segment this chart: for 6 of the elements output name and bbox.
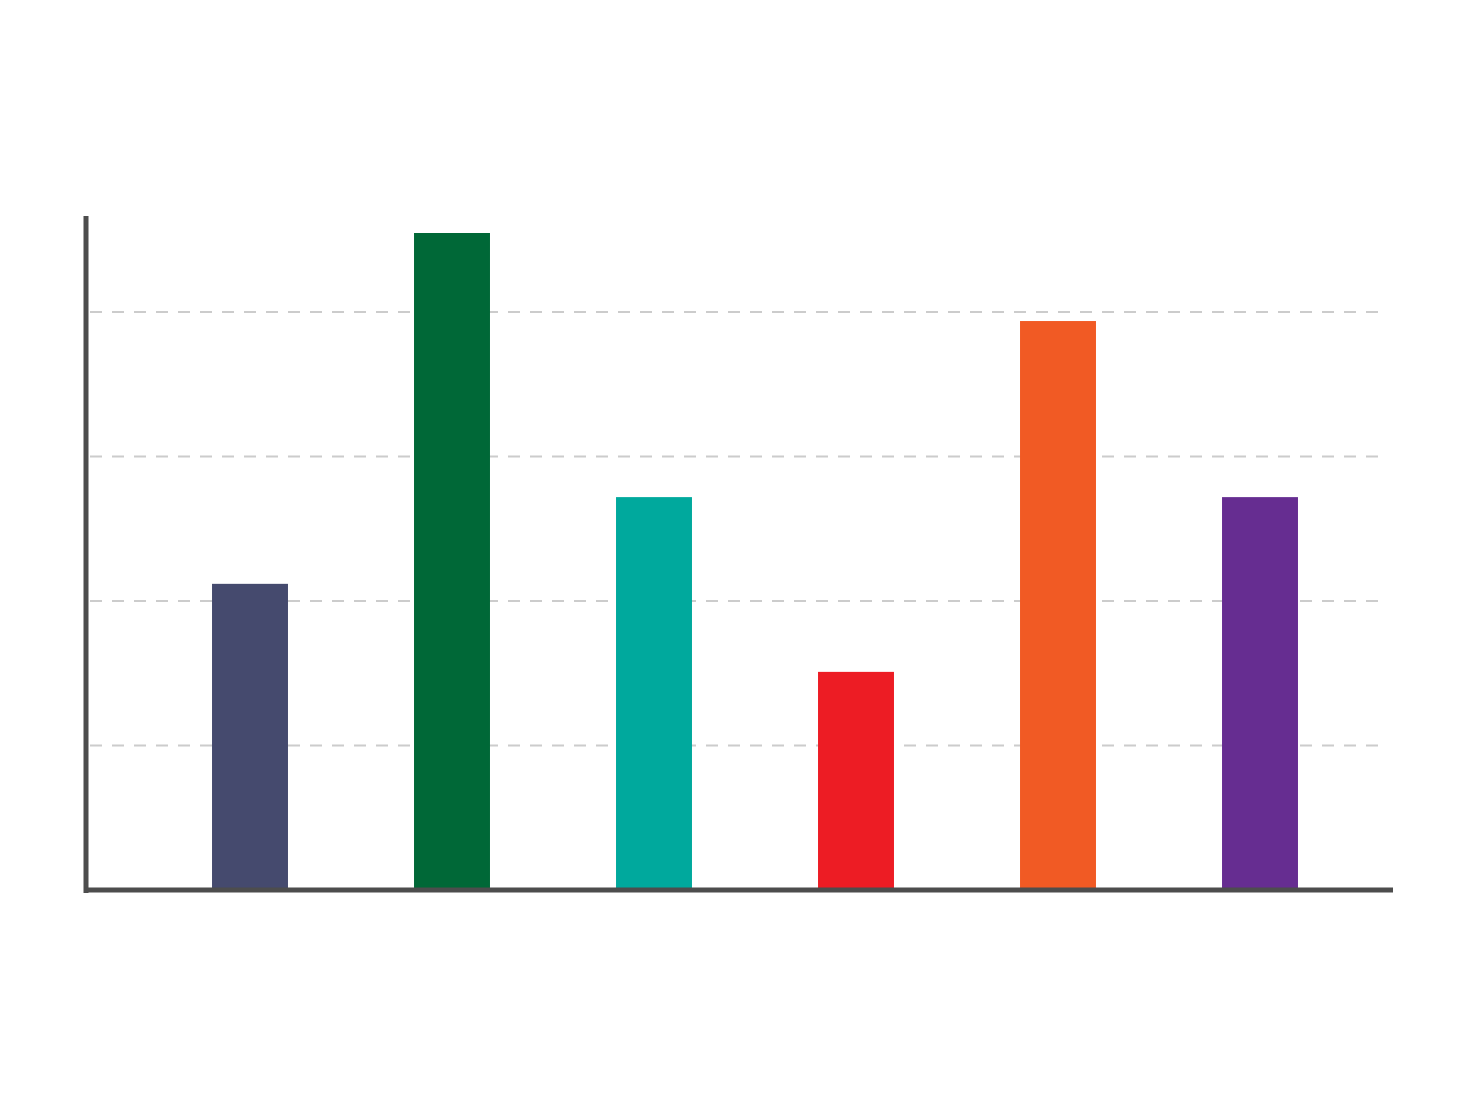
- bar: [1222, 497, 1298, 890]
- bar: [212, 583, 288, 890]
- bar: [818, 671, 894, 890]
- bar: [616, 497, 692, 890]
- bar: [1020, 321, 1096, 890]
- bar: [414, 233, 490, 890]
